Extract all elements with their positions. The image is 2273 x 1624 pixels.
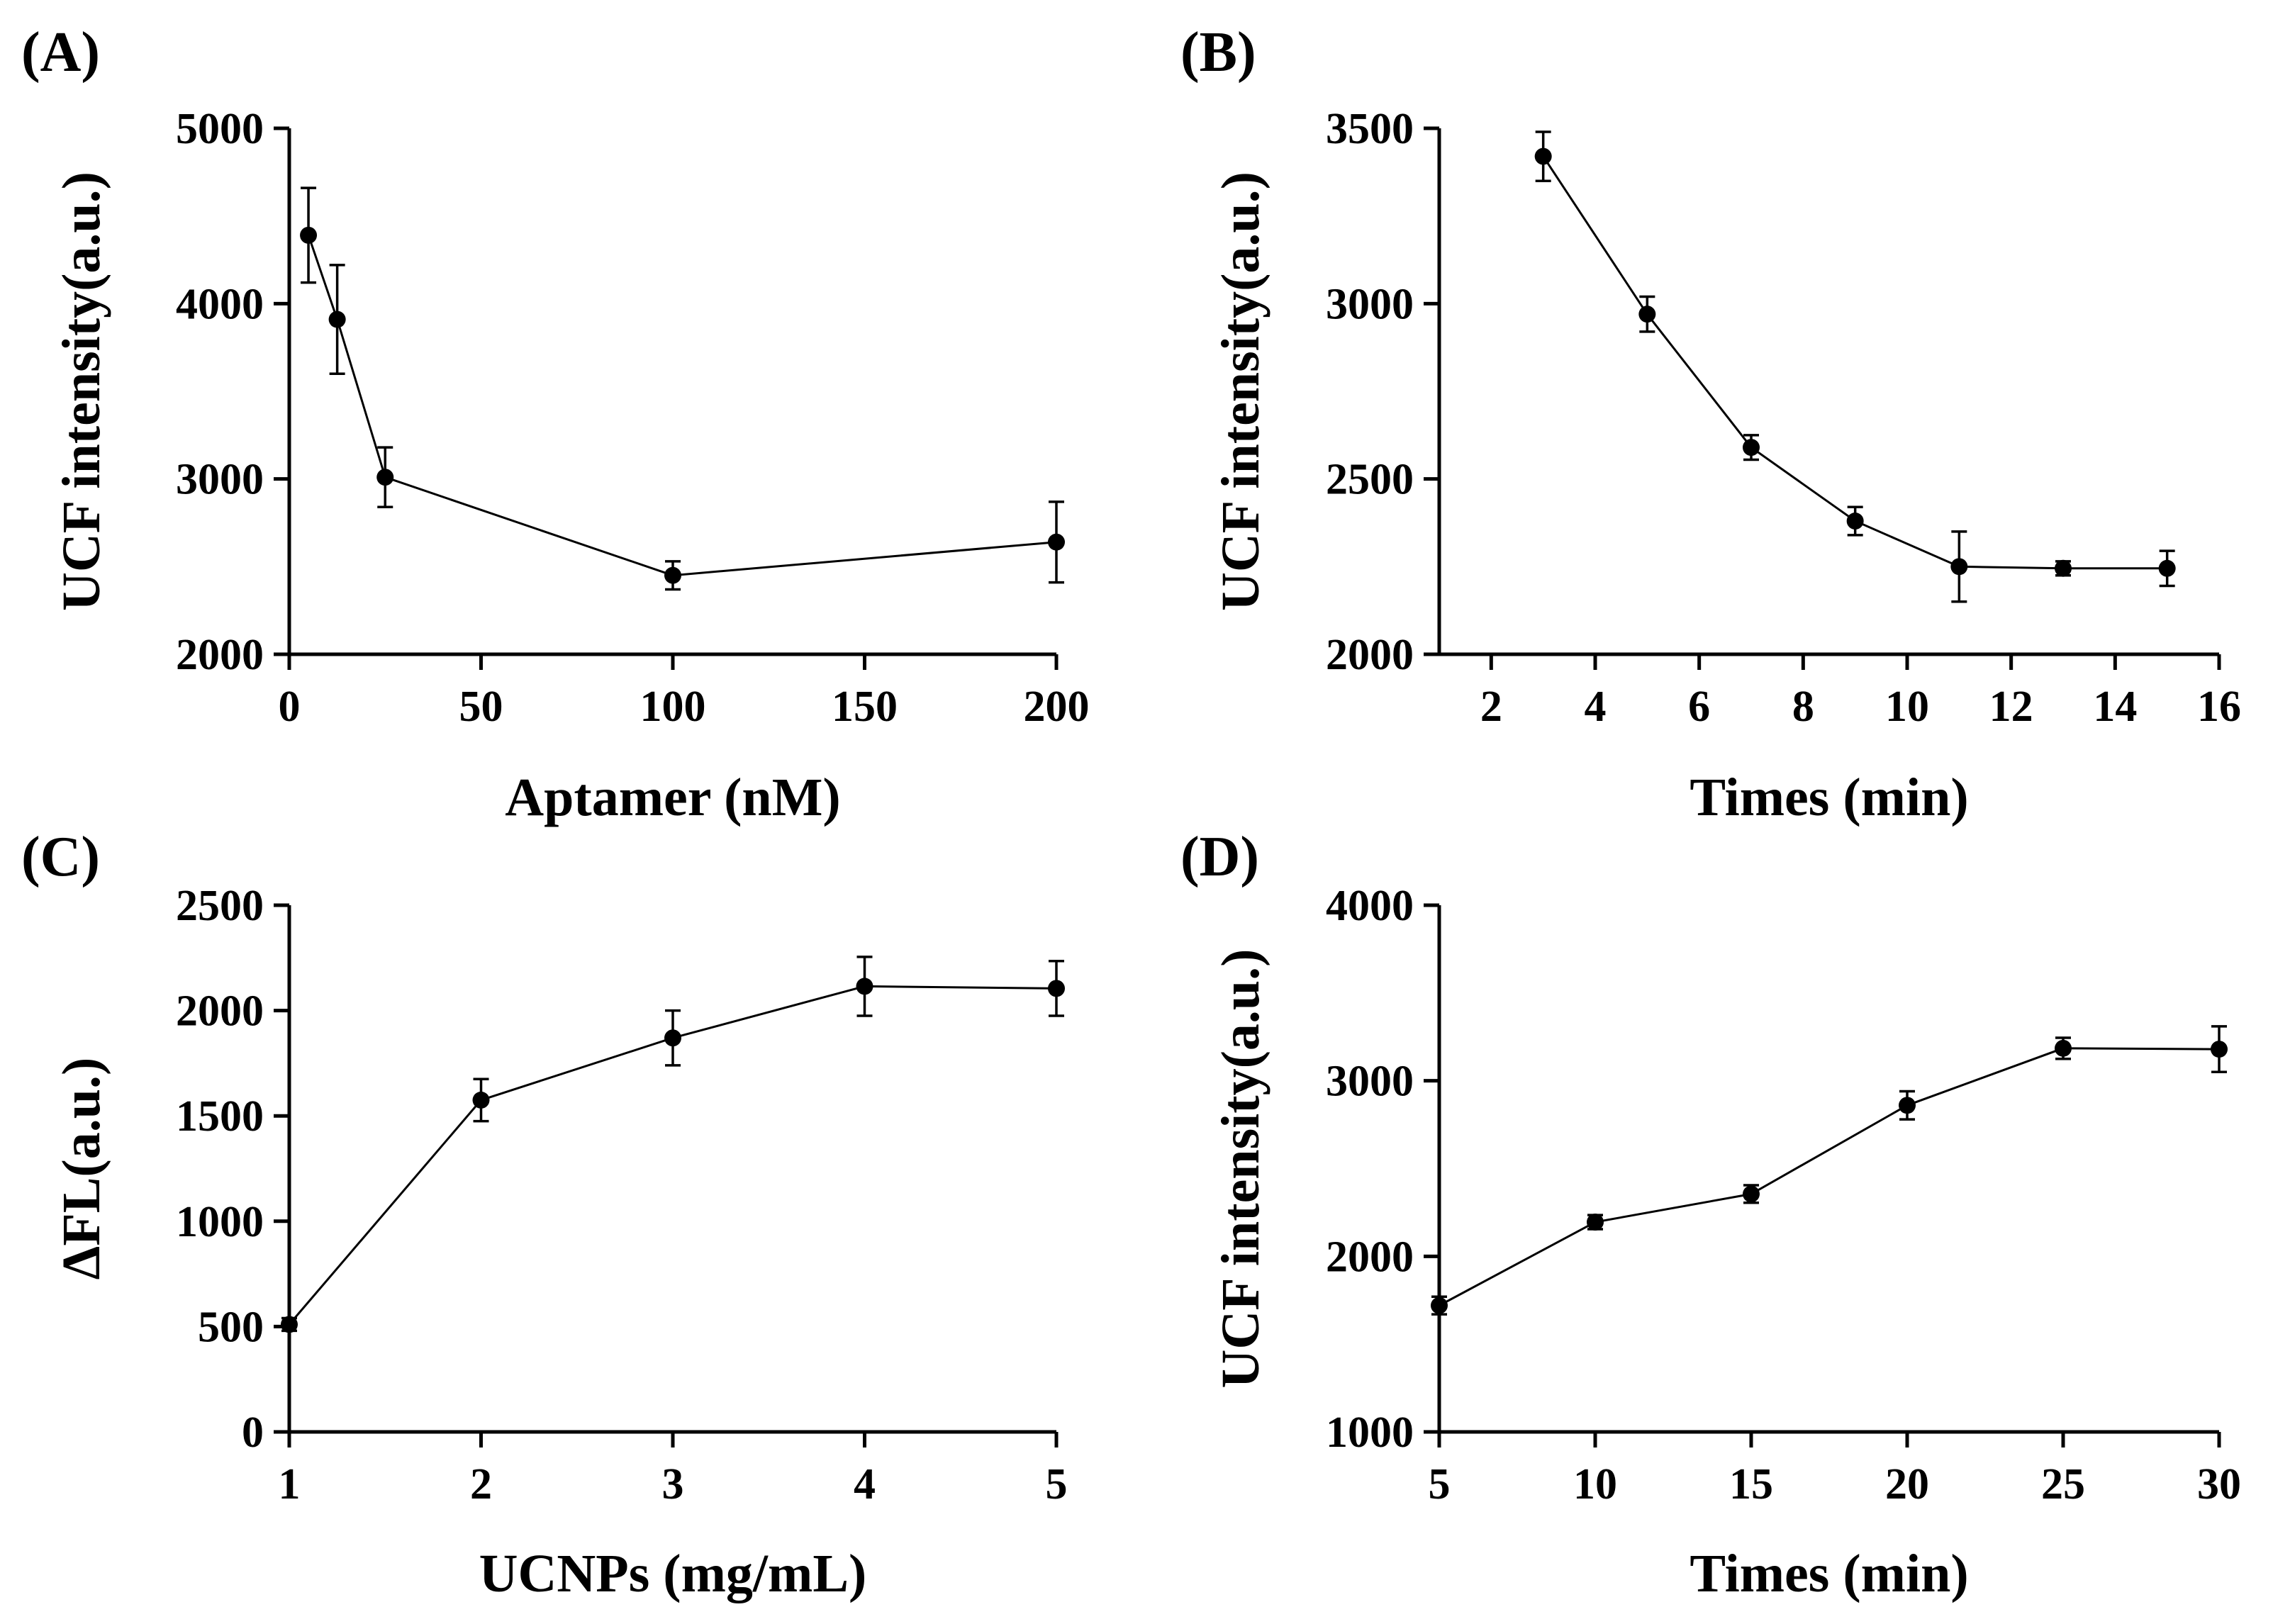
- panel-a-x-tick-label: 50: [459, 683, 503, 731]
- panel-d-y-tick-label: 2000: [1326, 1233, 1414, 1281]
- panel-b-label: (B): [1180, 21, 1256, 84]
- panel-a-y-tick-label: 5000: [176, 105, 264, 153]
- panel-d-data-point: [2055, 1039, 2072, 1057]
- panel-d-x-axis-label: Times (min): [1690, 1544, 1968, 1603]
- panel-b-y-tick-label: 3000: [1326, 280, 1414, 328]
- panel-c-y-tick-label: 500: [198, 1303, 264, 1351]
- panel-d-data-point: [1743, 1185, 1760, 1203]
- panel-c-y-tick-label: 2500: [176, 882, 264, 930]
- panel-c-data-point: [1048, 980, 1065, 997]
- panel-d-chart: (D) 1000 2000 3000 4000 5 10 15 20 25 30 Times (min…: [1180, 826, 2241, 1603]
- panel-b-x-tick-label: 10: [1885, 683, 1929, 731]
- panel-c-x-axis-label: UCNPs (mg/mL): [479, 1544, 867, 1603]
- panel-c-y-tick-label: 1500: [176, 1092, 264, 1141]
- panel-d-x-tick-label: 5: [1429, 1460, 1451, 1508]
- panel-a-x-axis-label: Aptamer (nM): [505, 768, 840, 827]
- panel-b-x-tick-label: 4: [1585, 683, 1607, 731]
- panel-d-y-tick-label: 4000: [1326, 882, 1414, 930]
- panel-c-y-tick-label: 2000: [176, 987, 264, 1036]
- panel-c-y-axis-label: ΔFL(a.u.): [52, 1058, 111, 1280]
- panel-a-data-point: [300, 226, 318, 244]
- panel-a-x-tick-label: 150: [832, 683, 898, 731]
- panel-b-data-point: [1950, 558, 1968, 576]
- panel-a-data-point: [328, 310, 346, 328]
- panel-d-x-tick-label: 25: [2041, 1460, 2085, 1508]
- panel-c-x-tick-label: 3: [662, 1460, 684, 1508]
- panel-a-y-tick-label: 2000: [176, 631, 264, 679]
- panel-c-x-tick-label: 1: [279, 1460, 301, 1508]
- panel-b-x-axis-label: Times (min): [1690, 768, 1968, 827]
- panel-b-x-tick-label: 16: [2197, 683, 2241, 731]
- panel-c-data-point: [281, 1316, 298, 1333]
- panel-c-x-tick-label: 4: [854, 1460, 876, 1508]
- panel-c-label: (C): [21, 826, 100, 888]
- panel-c-data-point: [856, 978, 873, 995]
- panel-a-data-point: [1048, 533, 1065, 551]
- panel-c-data-point: [664, 1029, 681, 1047]
- panel-d-data-point: [2211, 1041, 2228, 1058]
- panel-b-data-point: [2055, 559, 2072, 577]
- panel-b-x-tick-label: 14: [2093, 683, 2137, 731]
- panel-c-y-tick-label: 1000: [176, 1198, 264, 1246]
- panel-d-series-line: [1439, 1047, 2220, 1307]
- panel-d-label: (D): [1180, 826, 1259, 888]
- panel-d-y-tick-label: 1000: [1326, 1409, 1414, 1457]
- panel-a-y-tick-label: 3000: [176, 456, 264, 504]
- panel-a-chart: (A) 2000 3000 4000 5000 0 50 100 150 200 Aptamer (…: [21, 21, 1090, 827]
- panel-a-x-tick-label: 0: [279, 683, 301, 731]
- panel-b-y-tick-label: 2500: [1326, 456, 1414, 504]
- panel-d-data-point: [1899, 1097, 1916, 1114]
- panel-c-chart: (C) 0 500 1000 1500 2000 2500 1 2 3 4 5 UCNPs (mg/mL…: [21, 826, 1068, 1603]
- panel-a-x-tick-label: 100: [640, 683, 706, 731]
- panel-d-y-axis-label: UCF intensity(a.u.): [1211, 949, 1270, 1389]
- panel-b-y-axis-label: UCF intensity(a.u.): [1211, 172, 1270, 611]
- panel-b-data-point: [2158, 559, 2176, 577]
- panel-a-series-line: [307, 235, 1057, 577]
- panel-b-x-tick-label: 2: [1480, 683, 1502, 731]
- panel-a-y-tick-label: 4000: [176, 280, 264, 328]
- panel-d-x-tick-label: 20: [1885, 1460, 1929, 1508]
- panel-d-x-tick-label: 30: [2197, 1460, 2241, 1508]
- panel-c-y-tick-label: 0: [242, 1409, 264, 1457]
- panel-b-x-tick-label: 8: [1792, 683, 1814, 731]
- panel-b-y-tick-label: 2000: [1326, 631, 1414, 679]
- panel-c-x-tick-label: 2: [470, 1460, 492, 1508]
- panel-b-x-tick-label: 6: [1688, 683, 1710, 731]
- panel-d-x-tick-label: 15: [1729, 1460, 1773, 1508]
- panel-b-data-point: [1846, 513, 1864, 530]
- panel-a-label: (A): [21, 21, 100, 84]
- panel-b-chart: (B) 2000 2500 3000 3500 2 4 6 8 10 12 14 16 Times (mi…: [1180, 21, 2241, 827]
- panel-a-x-tick-label: 200: [1024, 683, 1090, 731]
- panel-b-y-tick-label: 3500: [1326, 105, 1414, 153]
- panel-d-x-tick-label: 10: [1573, 1460, 1617, 1508]
- panel-b-data-point: [1638, 306, 1656, 323]
- panel-d-y-tick-label: 3000: [1326, 1058, 1414, 1106]
- panel-c-data-point: [472, 1091, 490, 1109]
- panel-b-data-point: [1743, 439, 1760, 457]
- panel-b-x-tick-label: 12: [1989, 683, 2033, 731]
- panel-a-y-axis-label: UCF intensity(a.u.): [52, 172, 111, 611]
- panel-b-data-point: [1534, 147, 1552, 165]
- panel-a-data-point: [376, 469, 394, 486]
- panel-a-data-point: [664, 566, 681, 584]
- panel-d-data-point: [1587, 1214, 1604, 1231]
- panel-c-x-tick-label: 5: [1046, 1460, 1068, 1508]
- panel-d-data-point: [1431, 1297, 1448, 1314]
